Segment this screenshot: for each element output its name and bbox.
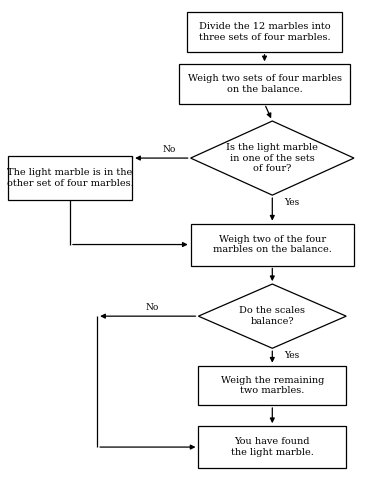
Polygon shape [198,284,346,348]
Bar [191,223,354,266]
Text: Weigh two sets of four marbles
on the balance.: Weigh two sets of four marbles on the ba… [187,74,342,94]
Text: Do the scales
balance?: Do the scales balance? [239,306,305,326]
Text: Weigh the remaining
two marbles.: Weigh the remaining two marbles. [221,375,324,395]
Text: Is the light marble
in one of the sets
of four?: Is the light marble in one of the sets o… [226,143,318,173]
Text: You have found
the light marble.: You have found the light marble. [231,437,314,457]
Text: No: No [163,145,176,154]
Text: Yes: Yes [284,351,299,360]
Bar [179,64,350,104]
Text: Divide the 12 marbles into
three sets of four marbles.: Divide the 12 marbles into three sets of… [199,22,330,42]
Bar [198,366,346,405]
Polygon shape [191,121,354,195]
Bar [198,426,346,468]
Bar [187,12,342,52]
Text: Weigh two of the four
marbles on the balance.: Weigh two of the four marbles on the bal… [213,235,332,254]
Bar [8,156,132,200]
Text: The light marble is in the
other set of four marbles.: The light marble is in the other set of … [7,168,133,188]
Text: Yes: Yes [284,198,299,206]
Text: No: No [145,303,158,312]
